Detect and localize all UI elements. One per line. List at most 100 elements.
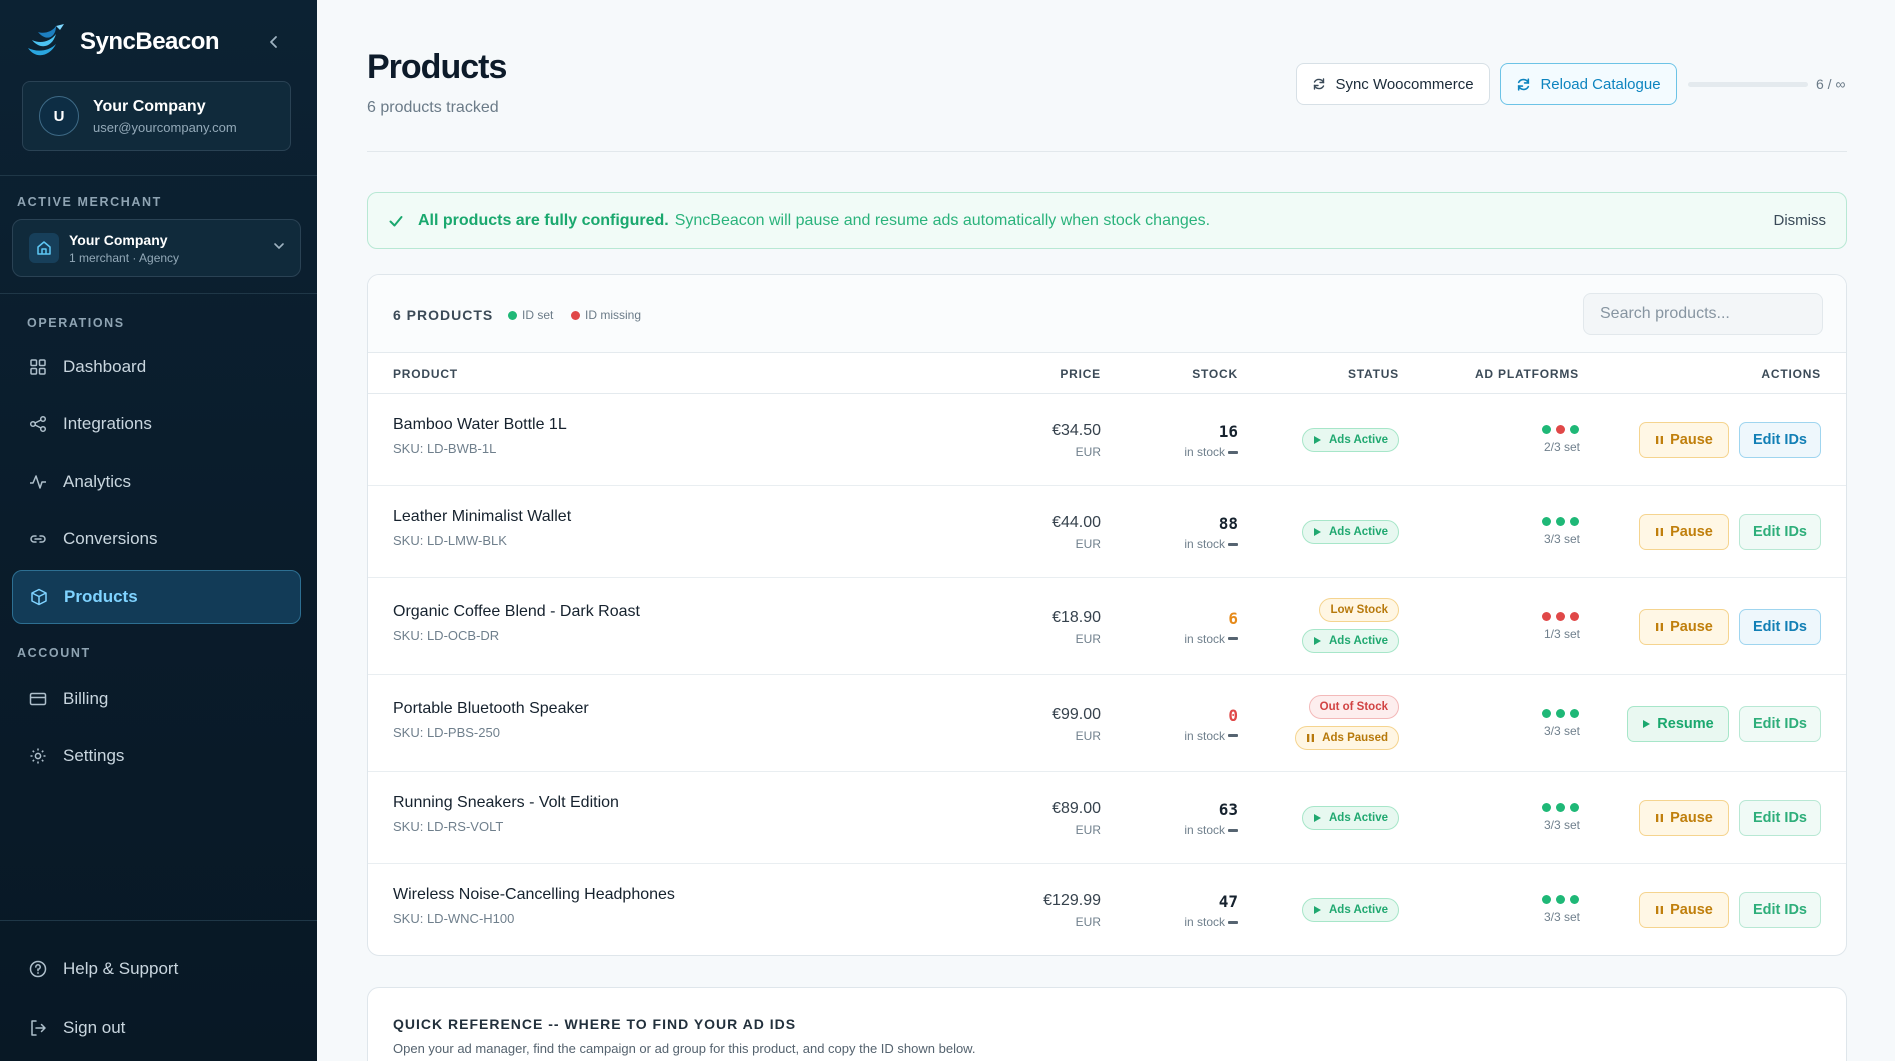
dismiss-button[interactable]: Dismiss <box>1773 212 1827 229</box>
green-dot-icon <box>1556 517 1565 526</box>
status-badge: Out of Stock <box>1308 694 1399 719</box>
status-badge: Ads Active <box>1301 806 1399 830</box>
col-platforms: AD PLATFORMS <box>1474 367 1579 381</box>
beacon-logo-icon <box>28 24 64 56</box>
play-icon <box>1313 435 1322 445</box>
sidebar-item-integrations[interactable]: Integrations <box>12 397 301 451</box>
account-label: ACCOUNT <box>17 646 91 660</box>
merchant-name: Your Company <box>69 231 168 248</box>
play-icon <box>1313 636 1322 646</box>
product-price: €129.99 <box>1043 892 1101 909</box>
sidebar-item-dashboard[interactable]: Dashboard <box>12 340 301 394</box>
search-input[interactable] <box>1583 293 1823 335</box>
reload-label: Reload Catalogue <box>1540 75 1661 93</box>
minus-icon <box>1228 920 1238 924</box>
sidebar-item-help[interactable]: Help & Support <box>12 942 301 996</box>
green-dot-icon <box>1542 803 1551 812</box>
product-name: Leather Minimalist Wallet <box>393 508 572 525</box>
platforms-set-count: 3/3 set <box>1543 532 1580 546</box>
usage-count: 6 / ∞ <box>1816 76 1846 92</box>
page-title: Products <box>367 48 507 86</box>
green-dot-icon <box>1570 803 1579 812</box>
legend-label: ID missing <box>585 308 642 322</box>
sidebar-item-signout[interactable]: Sign out <box>12 1001 301 1055</box>
pause-button[interactable]: Pause <box>1639 422 1729 458</box>
play-icon <box>1313 905 1322 915</box>
edit-ids-button[interactable]: Edit IDs <box>1739 514 1821 550</box>
activity-icon <box>28 472 48 492</box>
green-dot-icon <box>1556 895 1565 904</box>
brand[interactable]: SyncBeacon <box>22 18 220 66</box>
refresh-icon <box>1516 77 1531 92</box>
brand-name: SyncBeacon <box>80 28 220 55</box>
stock-label: in stock <box>1184 632 1238 646</box>
green-dot-icon <box>1570 708 1579 718</box>
product-currency: EUR <box>1075 823 1101 837</box>
minus-icon <box>1228 828 1238 832</box>
resume-button[interactable]: Resume <box>1627 705 1729 742</box>
account-name: Your Company <box>93 97 206 115</box>
product-name: Organic Coffee Blend - Dark Roast <box>393 602 640 620</box>
sidebar-divider <box>0 293 317 294</box>
collapse-sidebar-button[interactable] <box>262 30 286 54</box>
stock-label: in stock <box>1184 729 1238 743</box>
product-sku: SKU: LD-BWB-1L <box>393 441 497 456</box>
green-dot-icon <box>1570 517 1579 526</box>
col-actions: ACTIONS <box>1761 367 1821 381</box>
pause-button[interactable]: Pause <box>1639 608 1729 645</box>
edit-ids-button[interactable]: Edit IDs <box>1739 422 1821 458</box>
pause-icon <box>1306 733 1315 743</box>
status-badge: Ads Active <box>1301 428 1399 452</box>
platforms-set-count: 3/3 set <box>1543 818 1580 832</box>
sidebar-item-label: Conversions <box>63 529 158 548</box>
red-dot-icon <box>1556 425 1565 434</box>
platform-status-dots <box>1542 611 1579 621</box>
product-sku: SKU: LD-OCB-DR <box>393 627 500 643</box>
sidebar-item-conversions[interactable]: Conversions <box>12 512 301 566</box>
sidebar-divider <box>0 175 317 176</box>
in-stock-text: in stock <box>1184 445 1225 459</box>
usage-progress-bar <box>1688 82 1808 87</box>
grid-icon <box>28 357 48 377</box>
platforms-set-count: 3/3 set <box>1543 910 1580 924</box>
sync-woocommerce-button[interactable]: Sync Woocommerce <box>1296 63 1490 105</box>
merchant-select[interactable]: Your Company 1 merchant · Agency <box>12 219 301 277</box>
quick-reference-title: QUICK REFERENCE -- WHERE TO FIND YOUR AD… <box>393 1016 797 1032</box>
edit-ids-button[interactable]: Edit IDs <box>1739 705 1821 742</box>
product-currency: EUR <box>1075 631 1101 646</box>
stock-count: 88 <box>1218 514 1238 533</box>
gear-icon <box>28 746 48 766</box>
button-label: Pause <box>1670 432 1713 448</box>
green-dot-icon <box>1570 425 1579 434</box>
check-icon <box>388 213 404 229</box>
col-price: PRICE <box>1060 367 1101 381</box>
green-dot-icon <box>1542 425 1551 434</box>
col-status: STATUS <box>1347 367 1399 381</box>
stock-label: in stock <box>1184 915 1238 929</box>
stock-count: 16 <box>1218 422 1238 441</box>
sidebar-item-billing[interactable]: Billing <box>12 672 301 726</box>
account-card[interactable]: U Your Company user@yourcompany.com <box>22 81 291 151</box>
edit-ids-button[interactable]: Edit IDs <box>1739 800 1821 836</box>
minus-icon <box>1228 734 1238 737</box>
pause-button[interactable]: Pause <box>1639 514 1729 550</box>
merchant-sub: 1 merchant · Agency <box>69 250 180 265</box>
pause-button[interactable]: Pause <box>1639 892 1729 928</box>
header-divider <box>368 393 1846 394</box>
link-icon <box>28 529 48 549</box>
product-price: €18.90 <box>1052 608 1101 626</box>
stock-count: 0 <box>1228 705 1238 725</box>
platforms-set-count: 3/3 set <box>1543 723 1580 738</box>
edit-ids-button[interactable]: Edit IDs <box>1739 608 1821 645</box>
sidebar-item-analytics[interactable]: Analytics <box>12 455 301 509</box>
sidebar-item-settings[interactable]: Settings <box>12 729 301 783</box>
chevron-down-icon <box>274 243 284 250</box>
sidebar-item-products[interactable]: Products <box>12 570 301 624</box>
pause-icon <box>1655 813 1664 823</box>
reload-catalogue-button[interactable]: Reload Catalogue <box>1500 63 1677 105</box>
badge-label: Ads Active <box>1328 434 1388 446</box>
green-dot-icon <box>1556 708 1565 718</box>
pause-button[interactable]: Pause <box>1639 800 1729 836</box>
button-label: Resume <box>1657 715 1714 732</box>
edit-ids-button[interactable]: Edit IDs <box>1739 892 1821 928</box>
